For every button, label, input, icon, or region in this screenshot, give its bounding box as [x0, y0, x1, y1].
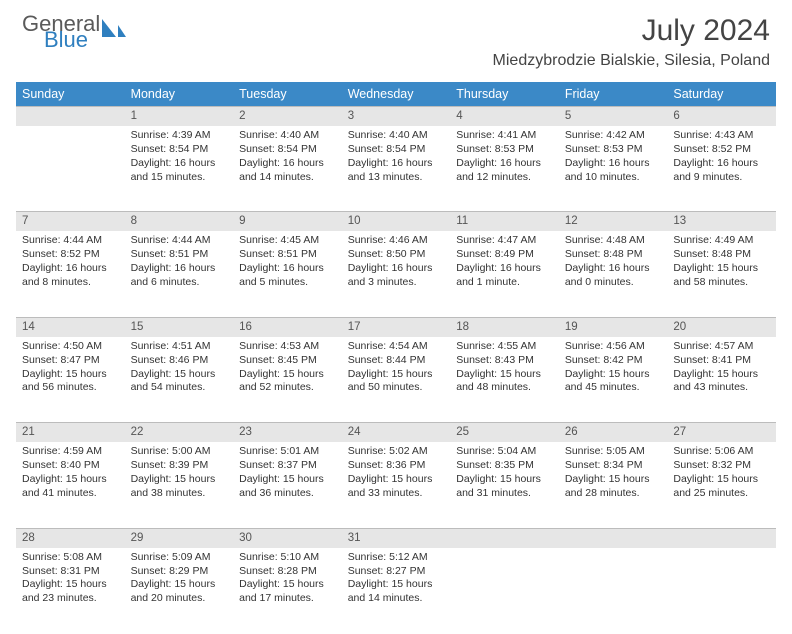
weekday-header: Wednesday [342, 82, 451, 107]
day-number-cell: 31 [342, 528, 451, 547]
day-content-cell: Sunrise: 4:40 AMSunset: 8:54 PMDaylight:… [342, 126, 451, 212]
day-content-cell: Sunrise: 5:01 AMSunset: 8:37 PMDaylight:… [233, 442, 342, 528]
day-content-cell [667, 548, 776, 634]
day-content-row: Sunrise: 4:44 AMSunset: 8:52 PMDaylight:… [16, 231, 776, 317]
title-block: July 2024 Miedzybrodzie Bialskie, Silesi… [493, 14, 770, 70]
day-number-cell: 21 [16, 423, 125, 442]
day-content-cell: Sunrise: 4:44 AMSunset: 8:52 PMDaylight:… [16, 231, 125, 317]
day-number-cell: 24 [342, 423, 451, 442]
day-number-cell: 23 [233, 423, 342, 442]
day-number-cell: 13 [667, 212, 776, 231]
weekday-header: Monday [125, 82, 234, 107]
day-content-cell: Sunrise: 4:50 AMSunset: 8:47 PMDaylight:… [16, 337, 125, 423]
day-number-cell: 18 [450, 317, 559, 336]
day-number-row: 78910111213 [16, 212, 776, 231]
location: Miedzybrodzie Bialskie, Silesia, Poland [493, 52, 770, 70]
day-content-cell: Sunrise: 4:48 AMSunset: 8:48 PMDaylight:… [559, 231, 668, 317]
day-content-cell: Sunrise: 4:45 AMSunset: 8:51 PMDaylight:… [233, 231, 342, 317]
day-content-cell: Sunrise: 5:04 AMSunset: 8:35 PMDaylight:… [450, 442, 559, 528]
day-number-cell: 10 [342, 212, 451, 231]
day-content-cell [450, 548, 559, 634]
day-content-cell: Sunrise: 4:39 AMSunset: 8:54 PMDaylight:… [125, 126, 234, 212]
day-number-cell [667, 528, 776, 547]
day-number-row: 14151617181920 [16, 317, 776, 336]
logo: General Blue [22, 14, 128, 50]
day-number-cell: 16 [233, 317, 342, 336]
day-number-cell: 25 [450, 423, 559, 442]
day-number-cell [16, 107, 125, 126]
weekday-header: Thursday [450, 82, 559, 107]
day-content-cell: Sunrise: 5:06 AMSunset: 8:32 PMDaylight:… [667, 442, 776, 528]
day-content-cell: Sunrise: 5:10 AMSunset: 8:28 PMDaylight:… [233, 548, 342, 634]
day-content-cell: Sunrise: 4:46 AMSunset: 8:50 PMDaylight:… [342, 231, 451, 317]
header: General Blue July 2024 Miedzybrodzie Bia… [0, 0, 792, 76]
calendar-table: Sunday Monday Tuesday Wednesday Thursday… [16, 82, 776, 634]
day-content-cell: Sunrise: 4:40 AMSunset: 8:54 PMDaylight:… [233, 126, 342, 212]
day-content-cell: Sunrise: 4:55 AMSunset: 8:43 PMDaylight:… [450, 337, 559, 423]
day-content-cell: Sunrise: 4:43 AMSunset: 8:52 PMDaylight:… [667, 126, 776, 212]
day-content-cell: Sunrise: 5:00 AMSunset: 8:39 PMDaylight:… [125, 442, 234, 528]
day-number-cell: 1 [125, 107, 234, 126]
day-number-cell: 6 [667, 107, 776, 126]
day-number-cell: 5 [559, 107, 668, 126]
logo-text-blue: Blue [44, 30, 100, 50]
day-content-cell: Sunrise: 4:42 AMSunset: 8:53 PMDaylight:… [559, 126, 668, 212]
day-number-row: 21222324252627 [16, 423, 776, 442]
day-content-cell: Sunrise: 4:56 AMSunset: 8:42 PMDaylight:… [559, 337, 668, 423]
day-number-cell: 22 [125, 423, 234, 442]
day-content-cell: Sunrise: 4:59 AMSunset: 8:40 PMDaylight:… [16, 442, 125, 528]
day-content-cell: Sunrise: 4:44 AMSunset: 8:51 PMDaylight:… [125, 231, 234, 317]
month-title: July 2024 [493, 14, 770, 48]
day-content-cell: Sunrise: 5:05 AMSunset: 8:34 PMDaylight:… [559, 442, 668, 528]
day-content-cell: Sunrise: 4:53 AMSunset: 8:45 PMDaylight:… [233, 337, 342, 423]
day-number-cell: 28 [16, 528, 125, 547]
day-content-row: Sunrise: 4:50 AMSunset: 8:47 PMDaylight:… [16, 337, 776, 423]
day-content-cell: Sunrise: 5:02 AMSunset: 8:36 PMDaylight:… [342, 442, 451, 528]
day-content-cell: Sunrise: 4:47 AMSunset: 8:49 PMDaylight:… [450, 231, 559, 317]
day-content-cell [16, 126, 125, 212]
weekday-header: Saturday [667, 82, 776, 107]
day-content-cell: Sunrise: 4:51 AMSunset: 8:46 PMDaylight:… [125, 337, 234, 423]
day-number-cell: 7 [16, 212, 125, 231]
weekday-header: Tuesday [233, 82, 342, 107]
day-number-cell [559, 528, 668, 547]
day-number-cell: 30 [233, 528, 342, 547]
day-number-cell: 26 [559, 423, 668, 442]
day-number-cell: 8 [125, 212, 234, 231]
day-content-cell: Sunrise: 4:49 AMSunset: 8:48 PMDaylight:… [667, 231, 776, 317]
day-content-row: Sunrise: 4:59 AMSunset: 8:40 PMDaylight:… [16, 442, 776, 528]
day-number-cell: 20 [667, 317, 776, 336]
day-number-cell: 17 [342, 317, 451, 336]
day-content-row: Sunrise: 4:39 AMSunset: 8:54 PMDaylight:… [16, 126, 776, 212]
day-content-cell [559, 548, 668, 634]
weekday-header: Friday [559, 82, 668, 107]
day-number-cell: 4 [450, 107, 559, 126]
day-number-cell: 14 [16, 317, 125, 336]
day-number-cell: 29 [125, 528, 234, 547]
calendar-body: 123456 Sunrise: 4:39 AMSunset: 8:54 PMDa… [16, 107, 776, 634]
day-number-cell [450, 528, 559, 547]
day-content-cell: Sunrise: 4:57 AMSunset: 8:41 PMDaylight:… [667, 337, 776, 423]
weekday-header: Sunday [16, 82, 125, 107]
day-content-row: Sunrise: 5:08 AMSunset: 8:31 PMDaylight:… [16, 548, 776, 634]
day-content-cell: Sunrise: 4:54 AMSunset: 8:44 PMDaylight:… [342, 337, 451, 423]
day-number-cell: 15 [125, 317, 234, 336]
day-number-cell: 2 [233, 107, 342, 126]
day-number-row: 123456 [16, 107, 776, 126]
day-content-cell: Sunrise: 5:09 AMSunset: 8:29 PMDaylight:… [125, 548, 234, 634]
day-number-cell: 3 [342, 107, 451, 126]
day-number-cell: 11 [450, 212, 559, 231]
logo-sail-icon [100, 17, 128, 41]
day-number-cell: 19 [559, 317, 668, 336]
day-content-cell: Sunrise: 5:12 AMSunset: 8:27 PMDaylight:… [342, 548, 451, 634]
day-number-row: 28293031 [16, 528, 776, 547]
day-content-cell: Sunrise: 5:08 AMSunset: 8:31 PMDaylight:… [16, 548, 125, 634]
day-number-cell: 9 [233, 212, 342, 231]
day-content-cell: Sunrise: 4:41 AMSunset: 8:53 PMDaylight:… [450, 126, 559, 212]
weekday-header-row: Sunday Monday Tuesday Wednesday Thursday… [16, 82, 776, 107]
day-number-cell: 12 [559, 212, 668, 231]
day-number-cell: 27 [667, 423, 776, 442]
